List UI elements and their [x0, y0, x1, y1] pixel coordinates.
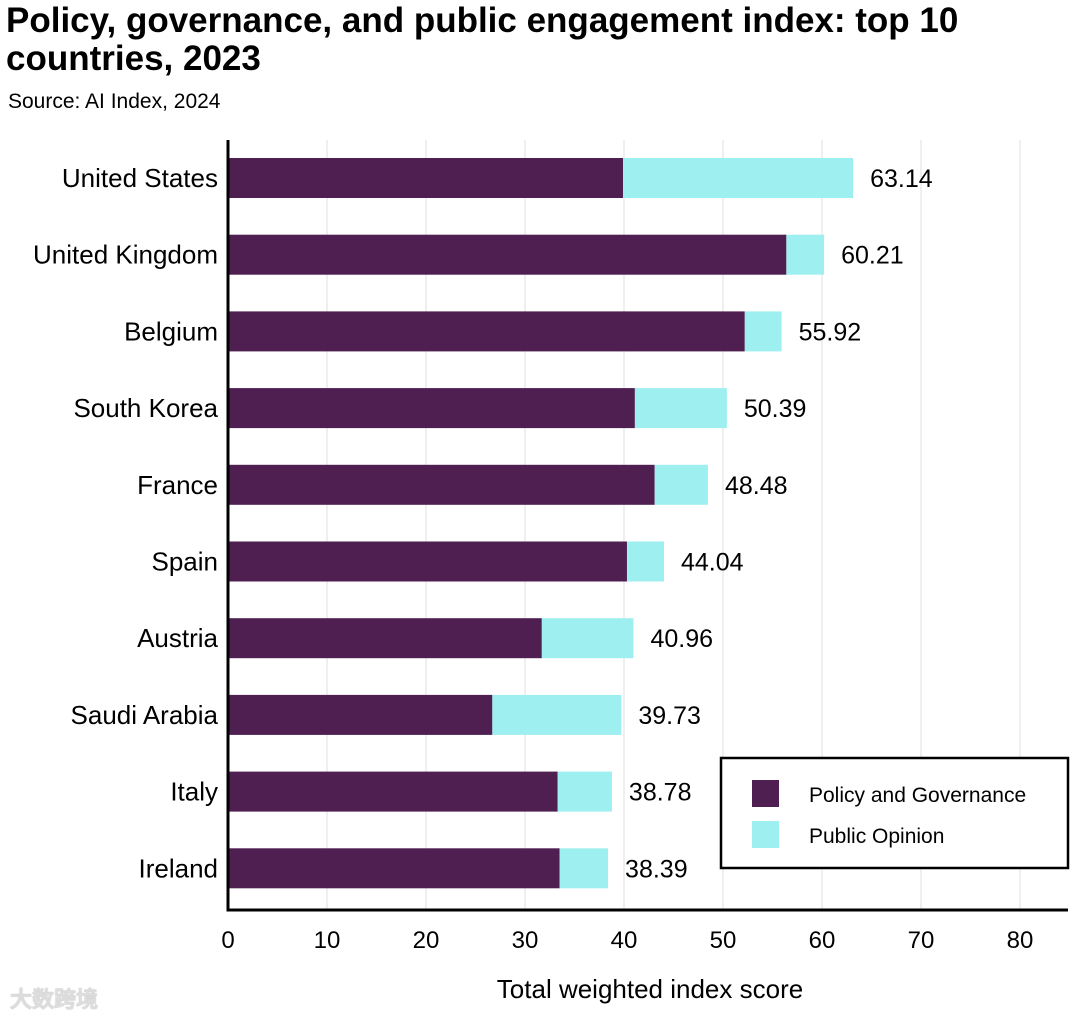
data-label: 50.39 — [744, 395, 807, 423]
legend-swatch — [752, 780, 779, 807]
bar-policy-and-governance — [228, 771, 558, 812]
x-tick-label: 80 — [1007, 927, 1034, 954]
data-label: 38.39 — [625, 855, 688, 883]
bar-public-opinion — [654, 464, 708, 505]
x-axis-title: Total weighted index score — [497, 974, 803, 1004]
bar-policy-and-governance — [228, 694, 493, 735]
data-label: 60.21 — [841, 242, 904, 270]
bar-public-opinion — [623, 158, 854, 198]
data-label: 38.78 — [629, 779, 692, 807]
x-tick-label: 70 — [908, 927, 935, 954]
bar-policy-and-governance — [228, 618, 542, 659]
y-tick-label: France — [137, 470, 218, 500]
y-tick-label: Spain — [152, 547, 219, 577]
legend-swatch — [752, 821, 779, 848]
watermark: 大数跨境 — [10, 987, 99, 1012]
legend-box — [719, 756, 1070, 870]
data-label: 63.14 — [870, 165, 933, 193]
y-tick-label: Belgium — [124, 316, 218, 346]
data-label: 39.73 — [638, 702, 701, 730]
x-tick-label: 0 — [221, 927, 234, 954]
data-label: 48.48 — [725, 472, 788, 500]
legend-label: Public Opinion — [809, 825, 944, 848]
bar-public-opinion — [634, 388, 727, 429]
bar-public-opinion — [557, 771, 612, 812]
y-tick-label: Saudi Arabia — [71, 700, 219, 730]
x-tick-label: 10 — [314, 927, 341, 954]
x-tick-label: 20 — [413, 927, 440, 954]
y-tick-label: Italy — [170, 777, 218, 807]
data-label: 55.92 — [799, 318, 862, 346]
bar-public-opinion — [744, 311, 782, 352]
data-label: 44.04 — [681, 549, 744, 577]
bar-policy-and-governance — [228, 848, 560, 889]
x-tick-label: 40 — [611, 927, 638, 954]
bar-policy-and-governance — [228, 158, 624, 198]
bar-policy-and-governance — [228, 234, 787, 275]
bar-policy-and-governance — [228, 464, 655, 505]
bar-policy-and-governance — [228, 388, 635, 429]
data-label: 40.96 — [651, 625, 714, 653]
chart-subtitle: Source: AI Index, 2024 — [8, 90, 221, 113]
bar-public-opinion — [626, 541, 664, 582]
chart-title: Policy, governance, and public engagemen… — [6, 1, 959, 78]
bar-policy-and-governance — [228, 311, 745, 352]
bar-policy-and-governance — [228, 541, 627, 582]
y-tick-label: United States — [62, 163, 218, 193]
x-tick-label: 30 — [512, 927, 539, 954]
y-tick-label: Austria — [137, 623, 218, 653]
legend-label: Policy and Governance — [809, 784, 1026, 807]
bar-public-opinion — [786, 234, 825, 275]
y-tick-label: United Kingdom — [33, 240, 218, 270]
bar-public-opinion — [559, 848, 609, 889]
y-tick-label: South Korea — [73, 393, 218, 423]
y-tick-label: Ireland — [139, 853, 219, 883]
x-tick-label: 60 — [809, 927, 836, 954]
bar-public-opinion — [541, 618, 634, 659]
bar-public-opinion — [492, 694, 622, 735]
x-tick-label: 50 — [710, 927, 737, 954]
